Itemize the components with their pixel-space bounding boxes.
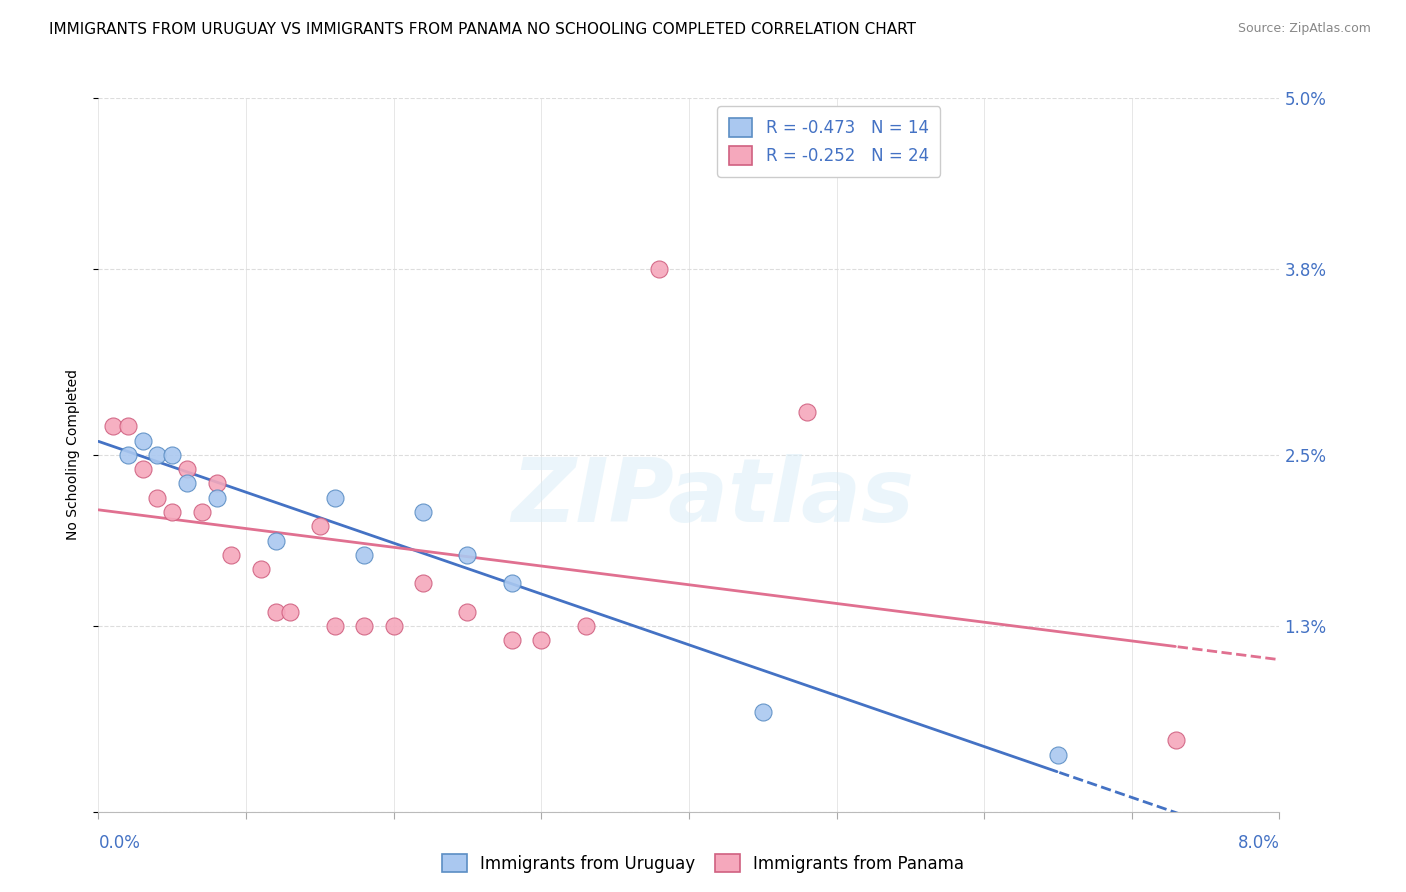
Point bbox=[382, 619, 405, 633]
Text: IMMIGRANTS FROM URUGUAY VS IMMIGRANTS FROM PANAMA NO SCHOOLING COMPLETED CORRELA: IMMIGRANTS FROM URUGUAY VS IMMIGRANTS FR… bbox=[49, 22, 917, 37]
Point bbox=[219, 548, 242, 562]
Y-axis label: No Schooling Completed: No Schooling Completed bbox=[66, 369, 80, 541]
Point bbox=[132, 462, 155, 476]
Point bbox=[1164, 733, 1187, 747]
Text: Source: ZipAtlas.com: Source: ZipAtlas.com bbox=[1237, 22, 1371, 36]
Point bbox=[117, 419, 139, 434]
Point bbox=[205, 476, 228, 491]
Point bbox=[456, 548, 478, 562]
Point bbox=[1046, 747, 1069, 762]
Point bbox=[117, 448, 139, 462]
Point bbox=[751, 705, 773, 719]
Point bbox=[264, 533, 287, 548]
Point bbox=[103, 419, 125, 434]
Point bbox=[308, 519, 332, 533]
Point bbox=[205, 491, 228, 505]
Point bbox=[412, 505, 434, 519]
Legend: Immigrants from Uruguay, Immigrants from Panama: Immigrants from Uruguay, Immigrants from… bbox=[434, 847, 972, 880]
Point bbox=[323, 619, 346, 633]
Text: 0.0%: 0.0% bbox=[98, 834, 141, 852]
Point bbox=[146, 491, 169, 505]
Text: ZIPatlas: ZIPatlas bbox=[510, 454, 914, 541]
Point bbox=[648, 262, 671, 277]
Text: 8.0%: 8.0% bbox=[1237, 834, 1279, 852]
Point bbox=[278, 605, 302, 619]
Point bbox=[162, 448, 183, 462]
Point bbox=[574, 619, 596, 633]
Point bbox=[796, 405, 818, 419]
Point bbox=[162, 505, 183, 519]
Point bbox=[146, 448, 169, 462]
Point bbox=[412, 576, 434, 591]
Point bbox=[250, 562, 273, 576]
Point bbox=[176, 476, 198, 491]
Point bbox=[353, 619, 375, 633]
Point bbox=[264, 605, 287, 619]
Point bbox=[353, 548, 375, 562]
Point bbox=[530, 633, 553, 648]
Point bbox=[191, 505, 214, 519]
Legend: R = -0.473   N = 14, R = -0.252   N = 24: R = -0.473 N = 14, R = -0.252 N = 24 bbox=[717, 106, 941, 177]
Point bbox=[132, 434, 155, 448]
Point bbox=[501, 633, 523, 648]
Point bbox=[456, 605, 478, 619]
Point bbox=[323, 491, 346, 505]
Point bbox=[176, 462, 198, 476]
Point bbox=[501, 576, 523, 591]
